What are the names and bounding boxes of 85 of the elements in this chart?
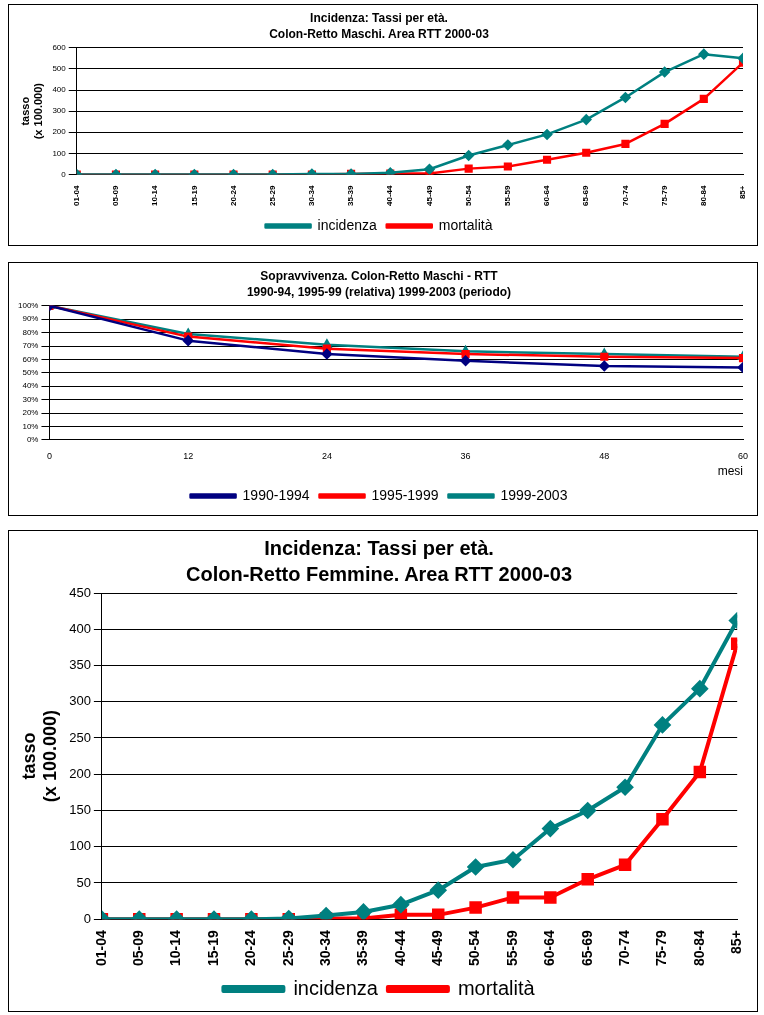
x-tick-label: 45-49: [424, 185, 434, 207]
legend-label: mortalità: [457, 976, 536, 999]
legend-label: 1999-2003: [500, 486, 568, 503]
y-tick-label: 80%: [22, 327, 39, 337]
x-tick-label: 24: [321, 450, 332, 461]
y-axis-title: tasso (x 100.000): [18, 82, 44, 140]
x-axis-title: mesi: [717, 464, 743, 479]
x-tick-label: 48: [599, 450, 610, 461]
x-tick-label: 10-14: [167, 929, 184, 967]
y-tick-label: 50: [76, 874, 91, 890]
x-tick-label: 60-64: [542, 185, 552, 207]
x-tick-label: 05-09: [130, 929, 147, 967]
y-axis-title: tasso (x 100.000): [18, 710, 61, 803]
x-tick-label: 50-54: [463, 185, 473, 207]
y-tick-label: 300: [69, 693, 91, 709]
y-tick-label: 300: [52, 106, 67, 116]
legend-label: 1990-1994: [242, 486, 310, 503]
x-tick-label: 40-44: [385, 185, 395, 207]
x-tick-label: 75-79: [659, 185, 669, 207]
x-tick-label: 45-49: [429, 929, 446, 967]
x-tick-label: 80-84: [690, 929, 707, 967]
y-tick-label: 200: [52, 127, 67, 137]
y-tick-label: 600: [52, 43, 67, 52]
y-tick-label: 100: [69, 838, 91, 854]
chart-subtitle: 1990-94, 1995-99 (relativa) 1999-2003 (periodo): [246, 284, 512, 299]
y-tick-label: 0%: [26, 435, 39, 444]
x-tick-label: 60: [737, 450, 749, 461]
y-tick-label: 10%: [22, 421, 39, 431]
x-tick-label: 70-74: [620, 185, 630, 207]
x-tick-label: 25-29: [279, 929, 296, 967]
y-tick-label: 40%: [22, 381, 39, 391]
y-tick-label: 200: [69, 765, 91, 781]
x-tick-label: 65-69: [581, 185, 591, 207]
x-tick-label: 05-09: [111, 185, 121, 207]
y-tick-label: 90%: [22, 314, 39, 324]
x-tick-label: 70-74: [615, 929, 632, 967]
y-tick-label: 400: [69, 620, 91, 636]
chart-title: Incidenza: Tassi per età.: [264, 536, 494, 559]
y-tick-label: 250: [69, 729, 91, 745]
legend-label: incidenza: [293, 976, 379, 999]
y-tick-label: 350: [69, 657, 91, 673]
x-tick-label: 50-54: [466, 929, 483, 967]
x-tick-label: 01-04: [71, 185, 81, 207]
y-tick-label: 400: [52, 85, 67, 95]
x-tick-label: 35-39: [346, 185, 356, 207]
chart-subtitle: Colon-Retto Maschi. Area RTT 2000-03: [269, 26, 490, 41]
x-tick-label: 20-24: [242, 929, 259, 967]
x-tick-label: 10-14: [150, 185, 160, 207]
chart-title: Incidenza: Tassi per età.: [310, 10, 448, 25]
y-tick-label: 450: [69, 584, 91, 600]
y-tick-label: 20%: [22, 408, 39, 418]
y-tick-label: 70%: [22, 341, 39, 351]
x-tick-label: 30-34: [307, 185, 317, 207]
y-tick-label: 100%: [17, 301, 39, 310]
legend-label: mortalità: [438, 216, 493, 233]
chart-subtitle: Colon-Retto Femmine. Area RTT 2000-03: [185, 562, 573, 585]
y-tick-label: 60%: [22, 354, 39, 364]
x-tick-label: 75-79: [653, 929, 670, 967]
x-tick-label: 55-59: [503, 929, 520, 967]
y-tick-label: 50%: [22, 368, 39, 377]
y-tick-label: 0: [83, 910, 91, 926]
x-tick-label: 25-29: [267, 185, 277, 207]
x-tick-label: 35-39: [354, 929, 371, 967]
x-tick-label: 65-69: [578, 929, 595, 967]
x-tick-label: 15-19: [204, 929, 221, 967]
y-tick-label: 30%: [22, 394, 39, 404]
x-tick-label: 60-64: [541, 929, 558, 967]
x-tick-label: 85+: [738, 185, 748, 200]
x-tick-label: 15-19: [189, 185, 199, 207]
x-tick-label: 20-24: [228, 185, 238, 207]
x-tick-label: 40-44: [391, 929, 408, 967]
x-tick-label: 36: [460, 450, 471, 461]
legend-label: incidenza: [317, 216, 377, 233]
x-tick-label: 85+: [728, 930, 745, 954]
chart-title: Sopravvivenza. Colon-Retto Maschi - RTT: [260, 268, 499, 283]
x-tick-label: 12: [183, 450, 194, 461]
y-tick-label: 0: [61, 169, 67, 179]
x-tick-label: 30-34: [316, 929, 333, 967]
y-tick-label: 100: [52, 148, 67, 158]
y-tick-label: 500: [52, 64, 67, 74]
x-tick-label: 01-04: [92, 929, 109, 967]
legend-label: 1995-1999: [371, 486, 439, 503]
x-tick-label: 55-59: [503, 185, 513, 207]
y-tick-label: 150: [69, 802, 91, 818]
x-tick-label: 80-84: [699, 185, 709, 207]
